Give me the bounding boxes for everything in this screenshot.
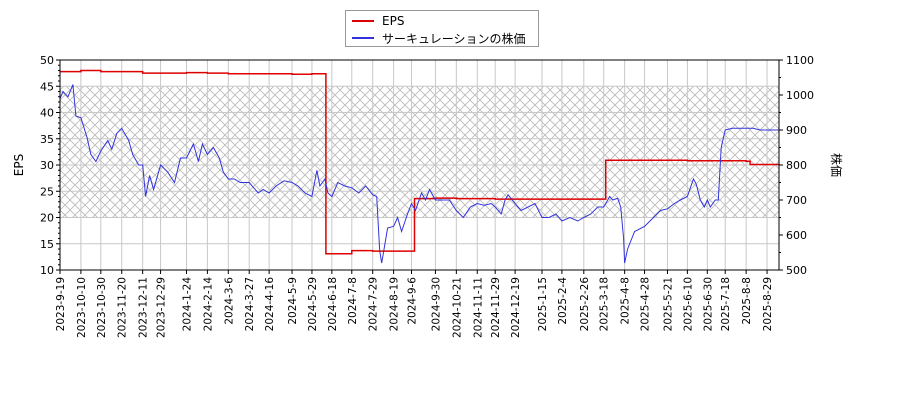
svg-text:20: 20	[40, 212, 54, 225]
svg-text:2024-2-14: 2024-2-14	[202, 277, 214, 332]
svg-text:2024-9-30: 2024-9-30	[430, 277, 442, 331]
svg-text:45: 45	[40, 80, 54, 93]
left-y-axis: 10 15 20 25 30 35 40 45 50	[40, 54, 60, 277]
svg-text:2024-12-19: 2024-12-19	[510, 277, 522, 338]
svg-text:2023-12-29: 2023-12-29	[156, 277, 168, 338]
svg-text:25: 25	[40, 185, 54, 198]
legend-label-eps: EPS	[382, 14, 405, 28]
svg-text:2025-5-21: 2025-5-21	[662, 277, 674, 331]
price-line	[59, 84, 779, 264]
right-y-axis: 500 600 700 800 900 1000 1100	[779, 54, 814, 277]
svg-text:2024-5-9: 2024-5-9	[287, 277, 299, 325]
svg-text:2023-10-30: 2023-10-30	[96, 277, 108, 338]
svg-text:2024-9-6: 2024-9-6	[407, 277, 419, 325]
svg-text:700: 700	[786, 194, 807, 207]
svg-text:2024-7-29: 2024-7-29	[368, 277, 380, 331]
svg-text:2024-11-29: 2024-11-29	[490, 277, 502, 338]
svg-text:2025-8-29: 2025-8-29	[762, 277, 774, 331]
svg-text:2024-3-27: 2024-3-27	[244, 277, 256, 331]
svg-text:2025-6-10: 2025-6-10	[682, 277, 694, 331]
svg-text:2024-8-19: 2024-8-19	[389, 277, 401, 331]
svg-text:15: 15	[40, 238, 54, 251]
eps-line-swatch-icon	[352, 20, 374, 22]
legend-label-price: サーキュレーションの株価	[382, 31, 526, 46]
svg-text:2024-7-8: 2024-7-8	[347, 277, 359, 325]
svg-text:2024-10-21: 2024-10-21	[451, 277, 463, 338]
svg-text:2024-5-29: 2024-5-29	[307, 277, 319, 331]
svg-text:2025-8-8: 2025-8-8	[741, 277, 753, 325]
svg-text:40: 40	[40, 107, 54, 120]
svg-text:50: 50	[40, 54, 54, 67]
svg-text:2025-7-18: 2025-7-18	[720, 277, 732, 331]
left-axis-title: EPS	[12, 154, 26, 176]
svg-text:2024-1-24: 2024-1-24	[181, 277, 193, 332]
shaded-band	[60, 86, 779, 218]
svg-text:2023-12-11: 2023-12-11	[138, 277, 150, 338]
svg-text:2024-4-16: 2024-4-16	[264, 277, 276, 332]
svg-text:1000: 1000	[786, 89, 814, 102]
svg-text:900: 900	[786, 124, 807, 137]
svg-text:2025-3-18: 2025-3-18	[599, 277, 611, 331]
svg-text:500: 500	[786, 264, 807, 277]
right-axis-title: 株価	[829, 153, 844, 177]
legend: EPS サーキュレーションの株価	[345, 10, 539, 47]
svg-text:2023-11-20: 2023-11-20	[117, 277, 129, 338]
svg-text:2025-6-30: 2025-6-30	[702, 277, 714, 331]
series-lines	[59, 69, 780, 264]
svg-text:2023-9-19: 2023-9-19	[55, 277, 67, 331]
svg-text:2024-11-11: 2024-11-11	[472, 277, 484, 338]
svg-text:35: 35	[40, 133, 54, 146]
svg-text:2025-1-15: 2025-1-15	[537, 277, 549, 331]
svg-text:1100: 1100	[786, 54, 814, 67]
svg-text:2025-4-28: 2025-4-28	[640, 277, 652, 331]
legend-item-price: サーキュレーションの株価	[352, 30, 526, 46]
svg-text:2023-10-10: 2023-10-10	[76, 277, 88, 338]
legend-item-eps: EPS	[352, 13, 404, 29]
eps-line	[60, 69, 780, 255]
svg-text:2025-2-26: 2025-2-26	[579, 277, 591, 332]
svg-text:2024-3-6: 2024-3-6	[223, 277, 235, 325]
svg-text:600: 600	[786, 229, 807, 242]
svg-text:800: 800	[786, 159, 807, 172]
x-axis: 2023-9-19 2023-10-10 2023-10-30 2023-11-20 2…	[55, 270, 774, 338]
price-line-swatch-icon	[352, 37, 374, 39]
svg-text:2025-4-8: 2025-4-8	[620, 277, 632, 325]
svg-text:30: 30	[40, 159, 54, 172]
svg-text:2024-6-18: 2024-6-18	[327, 277, 339, 331]
svg-text:2025-2-4: 2025-2-4	[557, 277, 569, 325]
svg-text:10: 10	[40, 264, 54, 277]
